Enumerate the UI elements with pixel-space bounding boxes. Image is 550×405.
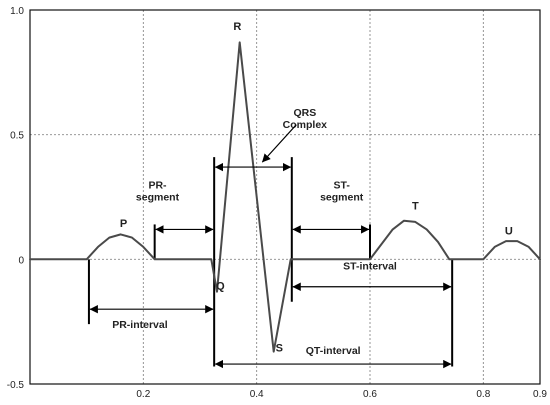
y-tick-label-3: 1.0: [10, 6, 24, 17]
x-tick-label-4: 0.9: [533, 389, 547, 400]
plot-frame: [29, 9, 541, 385]
interval-label-2: QRS: [293, 107, 316, 119]
wave-label-r: R: [233, 21, 241, 33]
interval-label-0: PR-: [148, 179, 167, 191]
wave-label-u: U: [505, 225, 513, 237]
ecg-trace-line: [29, 41, 541, 353]
x-tick-label-1: 0.4: [250, 389, 264, 400]
wave-label-t: T: [412, 200, 419, 212]
wave-label-s: S: [276, 343, 283, 355]
interval-label-line2-0: segment: [136, 191, 180, 203]
interval-label-4: ST-interval: [343, 260, 397, 272]
grid-layer: [30, 10, 540, 384]
x-tick-label-2: 0.6: [363, 389, 377, 400]
x-tick-label-3: 0.8: [476, 389, 490, 400]
interval-label-5: QT-interval: [306, 345, 361, 357]
y-tick-label-2: 0.5: [10, 131, 24, 142]
interval-label-1: PR-interval: [112, 319, 168, 331]
y-tick-label-0: -0.5: [7, 380, 25, 391]
marker-lines: [87, 157, 454, 367]
x-tick-label-0: 0.2: [136, 389, 150, 400]
wave-labels: P R Q S T U: [120, 21, 513, 355]
interval-label-line2-2: Complex: [283, 119, 328, 131]
interval-label-3: ST-: [333, 179, 350, 191]
y-tick-label-1: 0: [18, 255, 24, 266]
wave-label-p: P: [120, 218, 127, 230]
wave-label-q: Q: [216, 280, 225, 292]
interval-label-line2-3: segment: [320, 191, 364, 203]
tick-labels: -0.5 0 0.5 1.0 0.2 0.4 0.6 0.8 0.9: [7, 6, 548, 400]
qrs-pointer-arrow: [261, 124, 297, 163]
